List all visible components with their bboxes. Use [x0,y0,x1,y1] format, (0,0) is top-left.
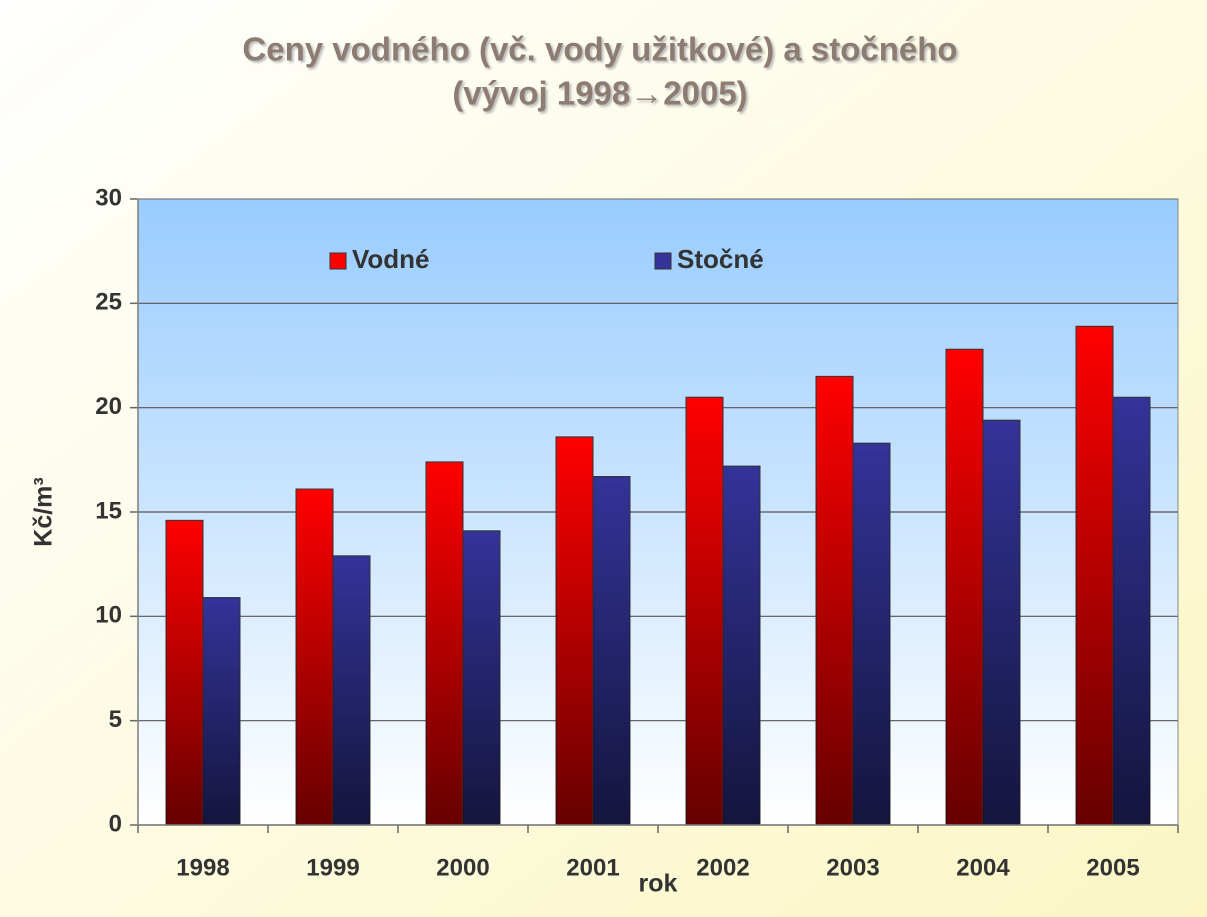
bar-shade [556,436,593,825]
bar-shade [853,443,890,825]
y-tick-label: 15 [95,497,122,524]
y-tick-label: 30 [95,184,122,211]
bar-shade [463,530,500,825]
y-tick-label: 20 [95,393,122,420]
y-tick-label: 10 [95,602,122,629]
bar-shade [1076,326,1113,825]
bar-shade [593,476,630,825]
bar-shade [1113,397,1150,825]
bar-shade [166,520,203,825]
y-axis-label: Kč/m³ [30,477,58,546]
y-tick-label: 5 [109,706,122,733]
x-axis-label: rok [639,870,678,898]
x-tick-label: 2001 [566,854,619,881]
bar-shade [426,461,463,825]
bar-shade [203,597,240,825]
legend-label: Stočné [677,244,764,274]
bar-shade [686,397,723,825]
chart-title: Ceny vodného (vč. vody užitkové) a stočn… [242,31,957,68]
legend-label: Vodné [352,244,430,274]
x-tick-label: 2005 [1086,854,1139,881]
x-tick-label: 1998 [176,854,229,881]
bar-shade [816,376,853,825]
bar-shade [946,349,983,825]
x-tick-label: 2002 [696,854,749,881]
plot-border [137,198,1179,826]
x-tick-label: 1999 [306,854,359,881]
x-tick-label: 2000 [436,854,489,881]
legend-swatch [329,252,347,270]
bar-shade [983,420,1020,825]
y-tick-label: 0 [109,810,122,837]
y-tick-label: 25 [95,289,122,316]
bar-shade [333,555,370,825]
legend-swatch [654,252,672,270]
x-tick-label: 2004 [956,854,1010,881]
x-tick-label: 2003 [826,854,879,881]
bar-shade [296,489,333,825]
chart-title: (vývoj 1998→2005) [452,75,747,112]
bar-shade [723,466,760,825]
